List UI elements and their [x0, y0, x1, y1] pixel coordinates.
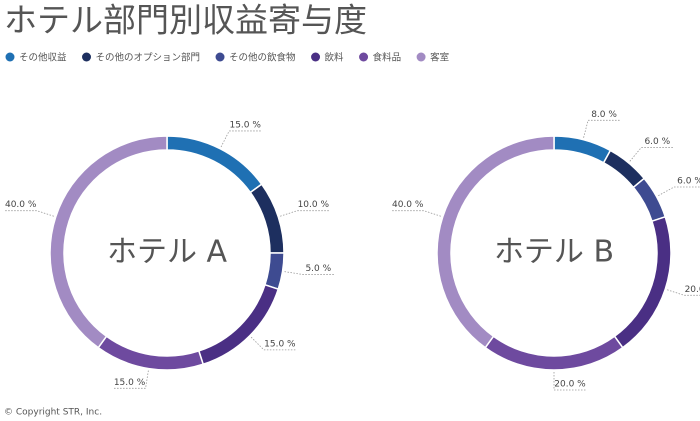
- donut-slice: [436, 135, 555, 349]
- leader-line: [4, 210, 54, 217]
- leader-line: [280, 210, 330, 217]
- leader-line: [658, 186, 700, 197]
- value-label: 20.0 %: [554, 380, 586, 390]
- donut-slice: [97, 335, 205, 371]
- legend-label: その他のオプション部門: [96, 52, 201, 64]
- value-label: 15.0 %: [264, 339, 296, 349]
- leader-line: [113, 370, 149, 389]
- legend-label: その他の飲食物: [229, 52, 296, 64]
- legend-label: その他収益: [19, 52, 67, 64]
- legend-label: 食料品: [373, 52, 402, 64]
- legend-marker: [311, 52, 321, 62]
- value-label: 6.0 %: [677, 176, 700, 186]
- donut-slice: [632, 177, 667, 223]
- donut-slice: [49, 135, 168, 349]
- donut-slice: [264, 252, 285, 291]
- value-label: 40.0 %: [392, 200, 424, 210]
- donut-slice: [197, 283, 280, 366]
- leader-line: [391, 210, 441, 217]
- value-label: 6.0 %: [644, 137, 670, 147]
- donut-slice: [553, 135, 612, 164]
- leader-line: [284, 271, 335, 275]
- legend-marker: [359, 52, 369, 62]
- value-label: 10.0 %: [298, 200, 330, 210]
- leader-line: [583, 119, 621, 138]
- donut-center-label: ホテル B: [494, 235, 614, 270]
- value-label: 15.0 %: [229, 120, 261, 130]
- leader-line: [250, 336, 296, 351]
- legend-marker: [5, 52, 15, 62]
- value-label: 5.0 %: [305, 264, 331, 274]
- legend-label: 客室: [430, 52, 449, 64]
- value-label: 15.0 %: [114, 378, 146, 388]
- donut-slice: [613, 215, 672, 349]
- donut-center-label: ホテル A: [107, 235, 228, 270]
- donut-slice: [484, 335, 624, 371]
- donut-slice: [602, 149, 646, 189]
- leader-line: [667, 289, 700, 296]
- legend-marker: [215, 52, 225, 62]
- legend-marker: [82, 52, 92, 62]
- chart-title: ホテル部門別収益寄与度: [4, 1, 367, 40]
- value-label: 20.0 %: [685, 285, 700, 295]
- legend-label: 飲料: [325, 52, 345, 64]
- value-label: 8.0 %: [591, 110, 617, 120]
- donut-slice: [249, 183, 285, 254]
- leader-line: [629, 147, 674, 162]
- legend-marker: [416, 52, 426, 62]
- footer: © Copyright STR, Inc.: [4, 408, 102, 418]
- leader-line: [220, 130, 262, 148]
- donut-slice: [166, 135, 263, 194]
- value-label: 40.0 %: [5, 200, 37, 210]
- leader-line: [553, 372, 586, 391]
